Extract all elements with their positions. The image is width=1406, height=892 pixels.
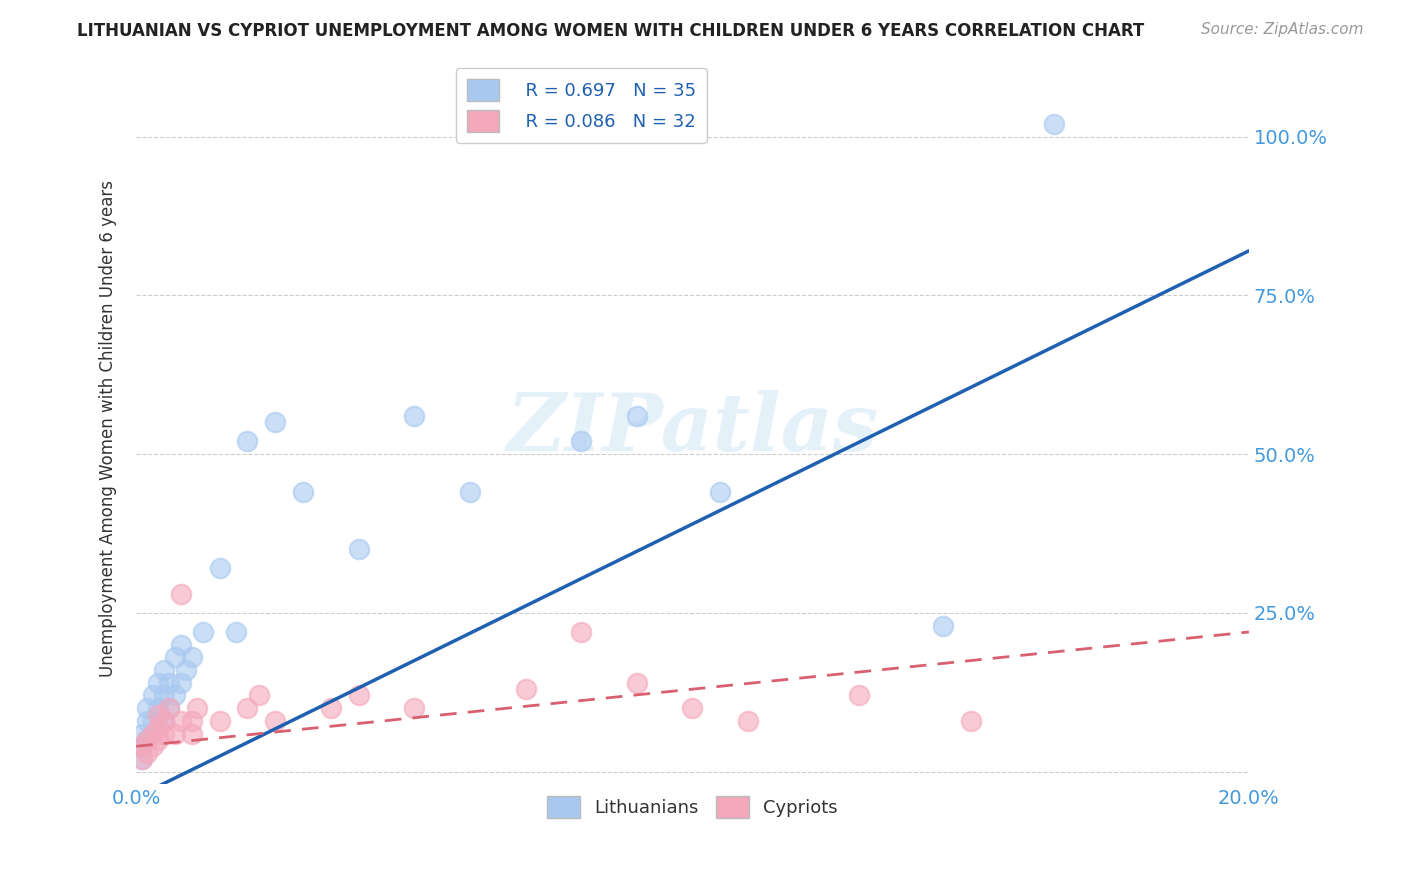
Point bbox=[131, 739, 153, 754]
Y-axis label: Unemployment Among Women with Children Under 6 years: Unemployment Among Women with Children U… bbox=[100, 180, 117, 677]
Point bbox=[236, 701, 259, 715]
Point bbox=[165, 650, 187, 665]
Text: Source: ZipAtlas.com: Source: ZipAtlas.com bbox=[1201, 22, 1364, 37]
Point bbox=[142, 689, 165, 703]
Legend: Lithuanians, Cypriots: Lithuanians, Cypriots bbox=[540, 789, 845, 825]
Point bbox=[148, 701, 170, 715]
Point bbox=[180, 714, 202, 728]
Point bbox=[264, 415, 287, 429]
Point bbox=[292, 485, 315, 500]
Point bbox=[264, 714, 287, 728]
Point bbox=[932, 618, 955, 632]
Point bbox=[159, 701, 181, 715]
Point bbox=[148, 720, 170, 734]
Point bbox=[569, 624, 592, 639]
Point bbox=[142, 714, 165, 728]
Point bbox=[959, 714, 981, 728]
Point bbox=[191, 624, 214, 639]
Point bbox=[131, 739, 153, 754]
Point bbox=[148, 707, 170, 722]
Point bbox=[225, 624, 247, 639]
Point bbox=[169, 714, 191, 728]
Point bbox=[165, 689, 187, 703]
Point bbox=[136, 733, 159, 747]
Point bbox=[247, 689, 270, 703]
Point bbox=[153, 726, 176, 740]
Point bbox=[1043, 117, 1066, 131]
Point bbox=[180, 650, 202, 665]
Point bbox=[169, 675, 191, 690]
Point bbox=[174, 663, 197, 677]
Point bbox=[626, 409, 648, 423]
Point bbox=[186, 701, 208, 715]
Point bbox=[142, 739, 165, 754]
Point bbox=[136, 701, 159, 715]
Point bbox=[848, 689, 870, 703]
Point bbox=[153, 714, 176, 728]
Point bbox=[136, 714, 159, 728]
Point bbox=[626, 675, 648, 690]
Point bbox=[404, 409, 426, 423]
Point bbox=[136, 733, 159, 747]
Point bbox=[569, 434, 592, 449]
Point bbox=[180, 726, 202, 740]
Point bbox=[131, 752, 153, 766]
Point bbox=[142, 726, 165, 740]
Text: ZIPatlas: ZIPatlas bbox=[506, 390, 879, 467]
Point bbox=[148, 675, 170, 690]
Point bbox=[169, 587, 191, 601]
Point bbox=[153, 714, 176, 728]
Point bbox=[682, 701, 704, 715]
Point bbox=[236, 434, 259, 449]
Point bbox=[131, 752, 153, 766]
Point bbox=[136, 746, 159, 760]
Point bbox=[169, 638, 191, 652]
Point bbox=[347, 689, 370, 703]
Point bbox=[458, 485, 481, 500]
Point bbox=[165, 726, 187, 740]
Point bbox=[153, 689, 176, 703]
Point bbox=[159, 701, 181, 715]
Point bbox=[153, 663, 176, 677]
Point bbox=[208, 714, 231, 728]
Point bbox=[347, 542, 370, 557]
Point bbox=[131, 726, 153, 740]
Point bbox=[404, 701, 426, 715]
Point bbox=[208, 561, 231, 575]
Point bbox=[737, 714, 759, 728]
Point bbox=[709, 485, 731, 500]
Point bbox=[319, 701, 342, 715]
Text: LITHUANIAN VS CYPRIOT UNEMPLOYMENT AMONG WOMEN WITH CHILDREN UNDER 6 YEARS CORRE: LITHUANIAN VS CYPRIOT UNEMPLOYMENT AMONG… bbox=[77, 22, 1144, 40]
Point bbox=[148, 733, 170, 747]
Point bbox=[159, 675, 181, 690]
Point bbox=[515, 682, 537, 697]
